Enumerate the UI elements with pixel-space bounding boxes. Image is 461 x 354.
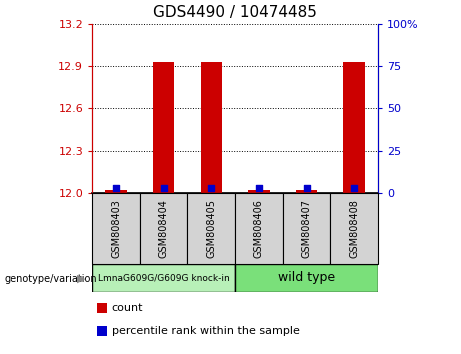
Bar — [235, 264, 378, 292]
Point — [112, 185, 120, 191]
Point — [303, 185, 310, 191]
Text: LmnaG609G/G609G knock-in: LmnaG609G/G609G knock-in — [98, 273, 230, 282]
Bar — [248, 190, 270, 193]
Text: ▶: ▶ — [77, 274, 85, 284]
Bar — [331, 193, 378, 264]
Point — [160, 185, 167, 191]
Point — [207, 185, 215, 191]
Text: count: count — [112, 303, 143, 313]
Text: GSM808406: GSM808406 — [254, 199, 264, 258]
Title: GDS4490 / 10474485: GDS4490 / 10474485 — [153, 5, 317, 20]
Text: GSM808407: GSM808407 — [301, 199, 312, 258]
Bar — [201, 62, 222, 193]
Bar — [92, 193, 140, 264]
Point — [350, 185, 358, 191]
Bar — [153, 62, 174, 193]
Bar — [188, 193, 235, 264]
Text: GSM808403: GSM808403 — [111, 199, 121, 258]
Bar — [343, 62, 365, 193]
Text: GSM808404: GSM808404 — [159, 199, 169, 258]
Point — [255, 185, 263, 191]
Bar — [92, 264, 235, 292]
Text: GSM808408: GSM808408 — [349, 199, 359, 258]
Text: wild type: wild type — [278, 272, 335, 284]
Bar — [283, 193, 331, 264]
Bar — [296, 190, 317, 193]
Text: genotype/variation: genotype/variation — [5, 274, 97, 284]
Text: GSM808405: GSM808405 — [206, 199, 216, 258]
Bar — [140, 193, 188, 264]
Bar — [235, 193, 283, 264]
Text: percentile rank within the sample: percentile rank within the sample — [112, 326, 300, 336]
Bar — [105, 190, 127, 193]
